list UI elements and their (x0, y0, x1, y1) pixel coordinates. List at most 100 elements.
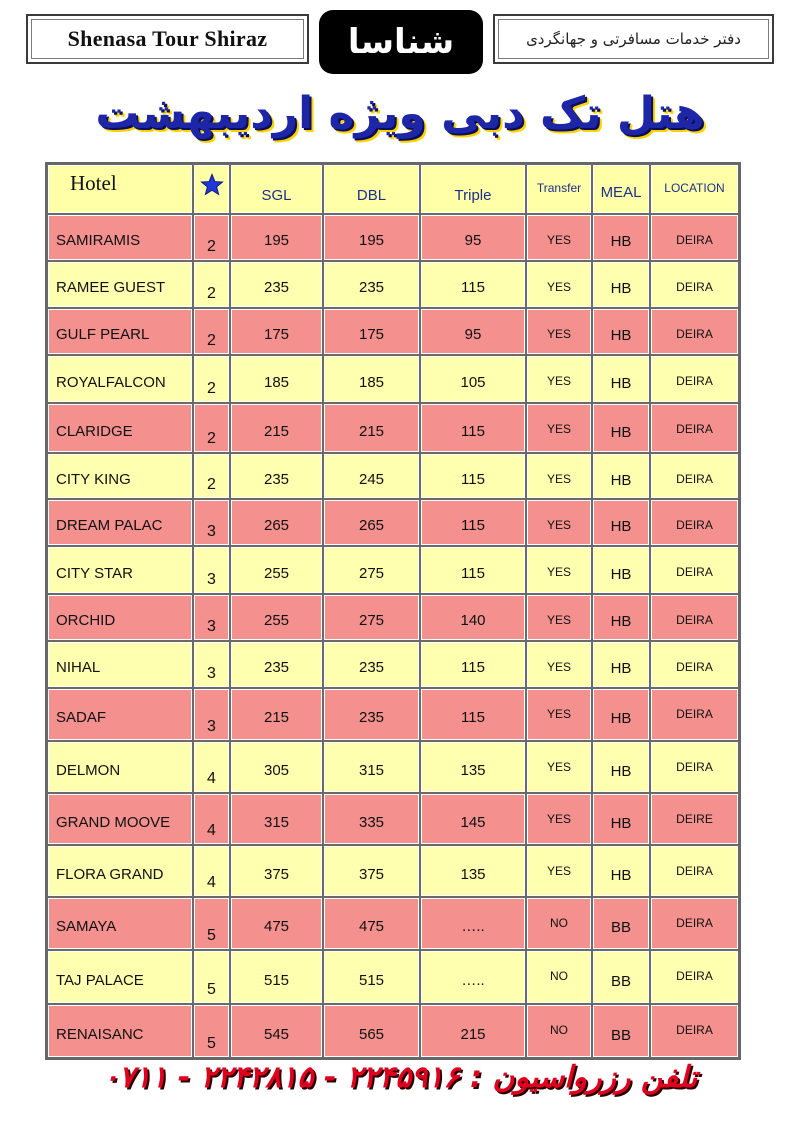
star-rating: 4 (193, 741, 230, 793)
price-triple: 135 (420, 845, 526, 897)
price-sgl: 515 (230, 950, 323, 1004)
transfer-value: YES (526, 641, 592, 688)
transfer-value: NO (526, 897, 592, 950)
star-rating: 5 (193, 1004, 230, 1058)
price-dbl: 265 (323, 499, 420, 546)
price-dbl: 515 (323, 950, 420, 1004)
transfer-value: YES (526, 546, 592, 594)
price-sgl: 235 (230, 641, 323, 688)
meal-plan: HB (592, 453, 650, 499)
transfer-value: NO (526, 950, 592, 1004)
transfer-value: YES (526, 403, 592, 453)
meal-plan: BB (592, 1004, 650, 1058)
price-dbl: 335 (323, 793, 420, 845)
location-value: DEIRA (650, 950, 739, 1004)
location-value: DEIRA (650, 214, 739, 261)
star-rating: 2 (193, 453, 230, 499)
price-sgl: 215 (230, 688, 323, 741)
hotel-name: CLARIDGE (47, 403, 193, 453)
price-dbl: 195 (323, 214, 420, 261)
price-dbl: 565 (323, 1004, 420, 1058)
header-left-box: Shenasa Tour Shiraz (26, 14, 309, 64)
price-triple: 140 (420, 594, 526, 641)
price-sgl: 195 (230, 214, 323, 261)
meal-plan: HB (592, 641, 650, 688)
hotel-name: ROYALFALCON (47, 355, 193, 403)
meal-plan: BB (592, 950, 650, 1004)
meal-plan: BB (592, 897, 650, 950)
logo-box: شناسا (319, 10, 483, 74)
price-triple: 95 (420, 214, 526, 261)
price-triple: 115 (420, 403, 526, 453)
price-dbl: 175 (323, 308, 420, 355)
table-row: GRAND MOOVE 4 315 335 145 YES HB DEIRE (47, 793, 739, 845)
hotel-name: GULF PEARL (47, 308, 193, 355)
location-value: DEIRA (650, 403, 739, 453)
hotel-name: RAMEE GUEST (47, 261, 193, 308)
star-rating: 3 (193, 546, 230, 594)
transfer-value: YES (526, 845, 592, 897)
meal-plan: HB (592, 793, 650, 845)
star-rating: 5 (193, 897, 230, 950)
hotel-name: TAJ PALACE (47, 950, 193, 1004)
star-rating: 2 (193, 403, 230, 453)
col-header-triple: Triple (420, 164, 526, 214)
price-sgl: 315 (230, 793, 323, 845)
price-triple: 115 (420, 641, 526, 688)
location-value: DEIRA (650, 308, 739, 355)
col-header-hotel: Hotel (47, 164, 193, 214)
transfer-value: YES (526, 453, 592, 499)
location-value: DEIRA (650, 355, 739, 403)
price-sgl: 175 (230, 308, 323, 355)
star-rating: 4 (193, 845, 230, 897)
table-row: CITY STAR 3 255 275 115 YES HB DEIRA (47, 546, 739, 594)
hotel-name: SAMIRAMIS (47, 214, 193, 261)
star-rating: 2 (193, 308, 230, 355)
price-sgl: 265 (230, 499, 323, 546)
price-sgl: 215 (230, 403, 323, 453)
star-rating: 5 (193, 950, 230, 1004)
location-value: DEIRA (650, 688, 739, 741)
page-title: هتل تک دبی ویژه اردیبهشت (95, 88, 705, 139)
price-dbl: 475 (323, 897, 420, 950)
hotel-name: GRAND MOOVE (47, 793, 193, 845)
table-row: SAMAYA 5 475 475….. NO BB DEIRA (47, 897, 739, 950)
price-triple: 115 (420, 499, 526, 546)
location-value: DEIRE (650, 793, 739, 845)
price-dbl: 375 (323, 845, 420, 897)
price-triple: 215 (420, 1004, 526, 1058)
hotel-name: NIHAL (47, 641, 193, 688)
price-triple: 105 (420, 355, 526, 403)
col-header-transfer: Transfer (526, 164, 592, 214)
price-sgl: 255 (230, 546, 323, 594)
location-value: DEIRA (650, 741, 739, 793)
location-value: DEIRA (650, 261, 739, 308)
transfer-value: YES (526, 308, 592, 355)
meal-plan: HB (592, 355, 650, 403)
meal-plan: HB (592, 261, 650, 308)
hotel-name: CITY STAR (47, 546, 193, 594)
agency-name-english: Shenasa Tour Shiraz (67, 26, 268, 51)
transfer-value: YES (526, 741, 592, 793)
price-dbl: 215 (323, 403, 420, 453)
table-header-row: Hotel SGL DBL Triple Transfer MEAL LOCAT… (47, 164, 739, 214)
transfer-value: YES (526, 261, 592, 308)
logo-text: شناسا (347, 22, 455, 62)
price-triple: ….. (420, 897, 526, 950)
price-triple: 95 (420, 308, 526, 355)
star-rating: 4 (193, 793, 230, 845)
hotel-name: SADAF (47, 688, 193, 741)
col-header-meal: MEAL (592, 164, 650, 214)
table-row: SADAF 3 215 235 115 YES HB DEIRA (47, 688, 739, 741)
price-triple: ….. (420, 950, 526, 1004)
reservation-phone: تلفن رزرواسیون : ۲۲۴۵۹۱۶ - ۲۲۴۲۸۱۵ - ۰۷۱… (102, 1060, 698, 1095)
hotel-name: SAMAYA (47, 897, 193, 950)
star-rating: 3 (193, 499, 230, 546)
col-header-sgl: SGL (230, 164, 323, 214)
table-row: CITY KING 2 235 245 115 YES HB DEIRA (47, 453, 739, 499)
location-value: DEIRA (650, 594, 739, 641)
col-header-stars (193, 164, 230, 214)
price-dbl: 235 (323, 261, 420, 308)
price-sgl: 305 (230, 741, 323, 793)
meal-plan: HB (592, 594, 650, 641)
